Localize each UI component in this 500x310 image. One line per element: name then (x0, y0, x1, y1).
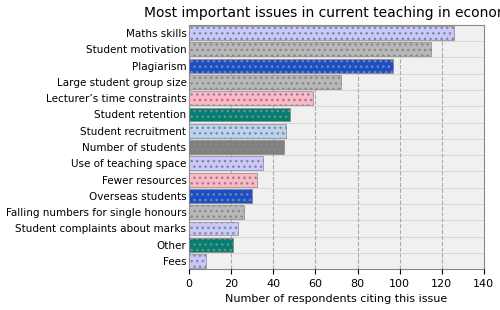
Bar (189, 156, 263, 170)
Bar (189, 75, 341, 89)
Bar (189, 205, 244, 219)
Bar (189, 26, 454, 40)
Bar (189, 140, 284, 154)
Bar (189, 124, 286, 138)
Bar (189, 42, 432, 56)
Bar (189, 91, 314, 105)
Bar (189, 222, 238, 235)
X-axis label: Number of respondents citing this issue: Number of respondents citing this issue (226, 294, 448, 304)
Bar (189, 59, 394, 73)
Bar (189, 238, 234, 252)
Bar (189, 108, 290, 122)
Bar (189, 254, 206, 268)
Bar (189, 189, 252, 203)
Title: Most important issues in current teaching in economics: Most important issues in current teachin… (144, 6, 500, 20)
Bar (189, 173, 256, 187)
